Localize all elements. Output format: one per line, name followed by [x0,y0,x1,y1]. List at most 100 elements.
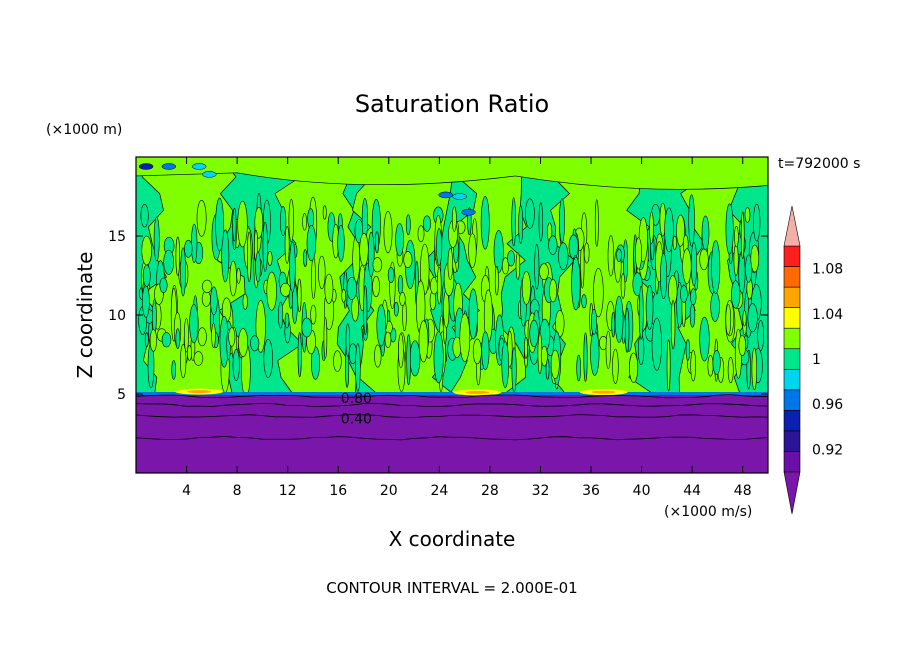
contour-blob [638,285,644,340]
contour-blob [545,358,550,380]
contour-blob [211,323,216,348]
dry-layer [136,394,768,473]
contour-blob [699,248,709,271]
contour-blob [422,215,432,232]
contour-blob [738,335,747,357]
x-tick-label: 40 [633,483,651,499]
contour-blob [337,224,345,262]
dry-patch [438,191,453,199]
contour-blob [359,233,369,267]
contour-blob [549,279,558,303]
contour-blob [322,205,327,220]
contour-blob [645,284,654,330]
contour-blob [183,318,189,353]
contour-blob [398,333,404,369]
contour-blob [750,244,760,273]
contour-blob [459,313,471,363]
contour-blob [140,204,149,228]
contour-blob [175,236,181,276]
x-tick-label: 16 [329,483,347,499]
contour-blob [725,203,734,255]
y-unit-label: (×1000 m) [46,122,122,138]
colorbar-tick-label: 0.96 [812,397,843,413]
contour-blob [229,260,237,297]
x-tick-label: 32 [532,483,550,499]
contour-blob [142,264,151,287]
contour-blob [494,266,499,296]
supersat-core [465,390,490,394]
contour-field [136,157,768,473]
contour-label: 0.80 [341,391,372,407]
x-tick-label: 24 [430,483,448,499]
y-tick-label: 5 [117,387,126,403]
y-tick-label: 10 [108,308,126,324]
upper-plume-region [136,157,768,190]
colorbar-band [783,368,801,391]
colorbar-tick-label: 1 [812,352,821,368]
contour-blob [324,273,334,304]
contour-blob [690,288,697,306]
contour-blob [468,288,478,340]
contour-blob [538,202,543,242]
contour-blob [481,331,490,371]
contour-blob [288,198,294,242]
contour-blob [153,216,160,262]
contour-blob [201,290,211,307]
contour-blob [236,267,241,284]
x-tick-label: 44 [683,483,701,499]
contour-blob [634,237,642,270]
contour-blob [409,340,421,377]
dry-patch [161,163,177,170]
contour-blob [436,228,443,266]
contour-blob [614,295,624,343]
contour-blob [727,356,734,384]
y-axis-label: Z coordinate [73,252,97,379]
contour-blob [372,275,380,298]
contour-blob [590,308,597,335]
contour-blob [451,206,457,232]
contour-blob [525,198,535,229]
x-tick-label: 12 [279,483,297,499]
colorbar-tick-label: 1.04 [812,307,843,323]
contour-blob [152,299,157,335]
colorbar-band [783,430,801,452]
contour-blob [333,350,342,372]
dry-layer-edge [136,392,768,395]
contour-blob [712,349,721,375]
colorbar-band [783,348,801,370]
contour-blob [374,344,382,368]
colorbar-over-arrow [783,205,801,247]
contour-blob [707,354,714,377]
contour-blob [607,235,615,277]
contour-blob [346,276,357,300]
contour-blob [753,203,761,242]
contour-blob [301,317,313,338]
dry-patch [191,163,207,170]
contour-blob [711,240,721,294]
contour-blob [399,291,406,306]
contour-blob [468,233,477,269]
contour-blob [493,230,504,273]
contour-blob [215,197,224,252]
contour-blob [303,249,308,267]
x-tick-label: 48 [734,483,752,499]
contour-blob [747,303,758,333]
contour-blob [180,247,186,297]
contour-blob [757,320,765,351]
contour-blob [676,214,685,247]
colorbar-band [783,266,801,288]
contour-blob [690,349,697,382]
contour-blob [649,211,654,244]
dry-contour-line [136,414,768,418]
contour-blob [341,288,347,303]
contour-blob [583,332,588,382]
contour-blob [682,248,692,284]
dry-patch [138,163,154,170]
contour-blob [571,256,581,311]
contour-blob [384,331,392,348]
contour-blob [310,304,317,325]
dry-contour-line [136,402,768,408]
colorbar-under-arrow [783,471,801,515]
contour-blob [670,299,676,350]
contour-blob [267,251,273,266]
